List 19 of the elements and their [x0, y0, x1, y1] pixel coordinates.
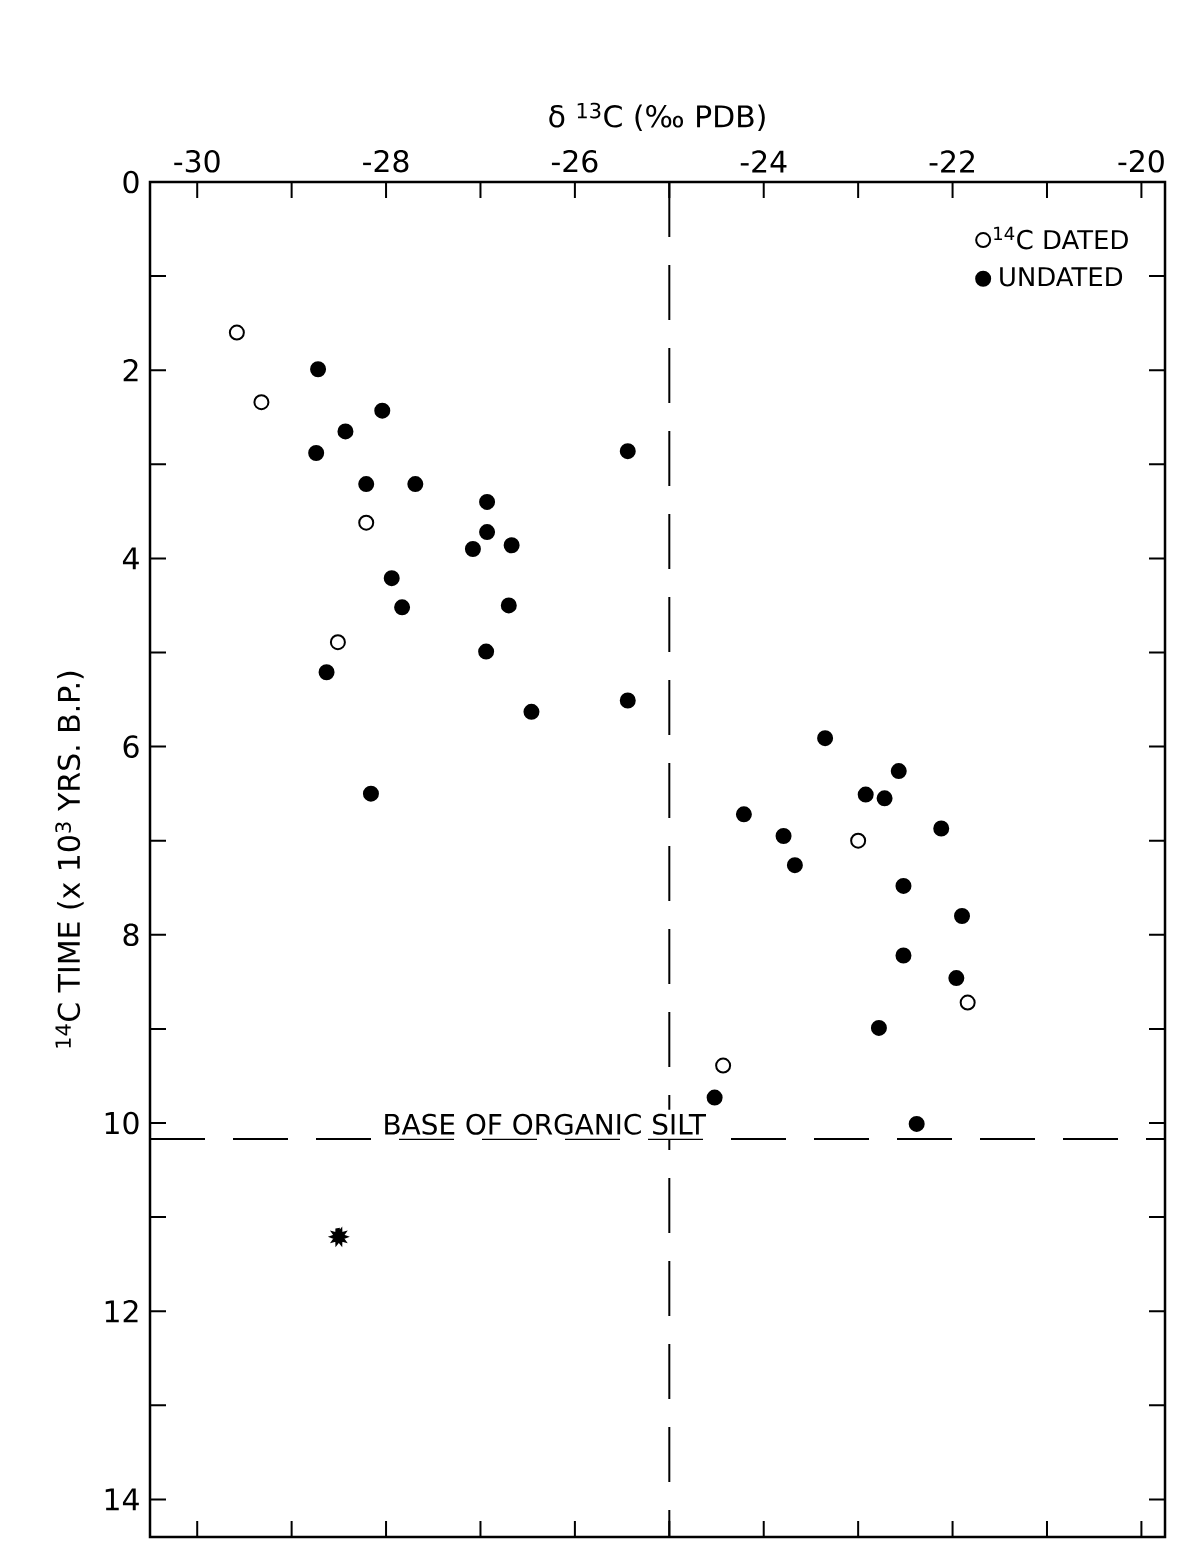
y-tick-label: 6 — [123, 735, 139, 758]
legend-label: $^{14}$C DATED — [994, 226, 1128, 250]
y-tick-label: 4 — [122, 547, 139, 570]
y-tick-label: 10 — [105, 1111, 139, 1135]
x-tick-label: -22 — [929, 150, 974, 173]
y-tick-label: 2 — [123, 359, 138, 382]
y-tick-label: 8 — [123, 923, 139, 947]
y-tick-label: 0 — [123, 170, 139, 194]
y-axis-title: $^{14}$C TIME (x 10$^{3}$ YRS. B.P.) — [55, 671, 84, 1048]
ref-line-label: BASE OF ORGANIC SILT — [385, 1113, 707, 1135]
x-tick-label: -26 — [551, 149, 598, 173]
x-axis-title: δ $^{13}$C (‰ PDB) — [549, 102, 765, 132]
x-tick-label: -24 — [740, 150, 787, 173]
y-tick-label: 12 — [105, 1300, 138, 1323]
x-tick-label: -28 — [363, 149, 409, 173]
x-tick-label: -20 — [1118, 149, 1164, 173]
y-tick-label: 14 — [105, 1488, 139, 1511]
legend-label: UNDATED — [1000, 267, 1123, 287]
x-tick-label: -30 — [174, 149, 220, 173]
